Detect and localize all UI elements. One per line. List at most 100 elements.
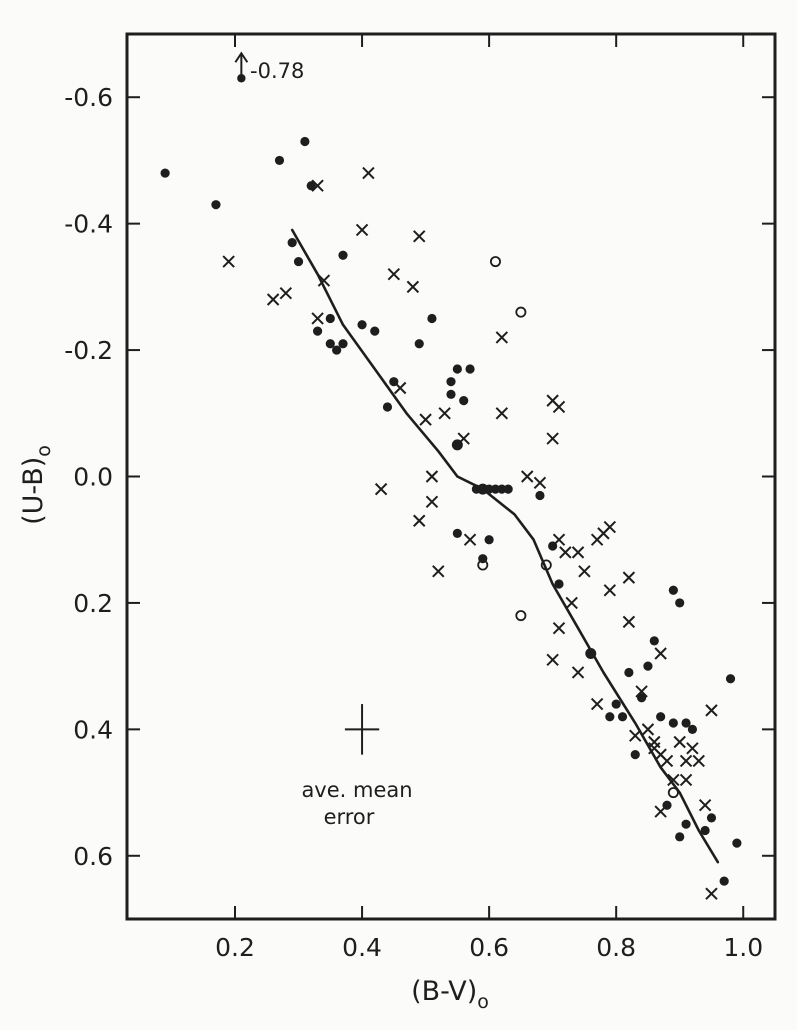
cross-point bbox=[419, 413, 432, 426]
cross-point bbox=[362, 166, 375, 180]
cross-point bbox=[603, 584, 617, 597]
filled-circle-point bbox=[300, 136, 310, 147]
filled-circle-point bbox=[649, 636, 659, 646]
cross-point bbox=[552, 533, 566, 546]
cross-point bbox=[495, 331, 509, 344]
filled-circle-point bbox=[719, 876, 729, 886]
cross-point bbox=[565, 596, 578, 610]
filled-circle-point bbox=[484, 535, 494, 545]
average-error-cross bbox=[344, 704, 380, 755]
cross-point bbox=[679, 754, 693, 768]
cross-point bbox=[705, 704, 718, 717]
y-tick-label: 0.2 bbox=[73, 589, 113, 618]
cross-point bbox=[222, 255, 235, 268]
cross-point bbox=[692, 754, 705, 768]
offscale-label: -0.78 bbox=[250, 59, 304, 83]
filled-circle-point bbox=[732, 838, 742, 848]
filled-circle-point bbox=[643, 661, 653, 671]
filled-circle-point bbox=[503, 484, 513, 494]
filled-circle-point bbox=[312, 326, 323, 336]
data-points bbox=[160, 74, 742, 900]
filled-circle-point bbox=[293, 256, 304, 267]
cross-point bbox=[413, 230, 426, 243]
filled-circle-point bbox=[211, 200, 221, 210]
x-tick-label: 0.8 bbox=[596, 933, 636, 962]
filled-circle-point bbox=[586, 648, 596, 659]
filled-circle-point bbox=[490, 484, 501, 494]
filled-circle-point bbox=[325, 339, 335, 349]
filled-circle-point bbox=[446, 377, 456, 387]
cross-point bbox=[279, 286, 293, 300]
filled-circle-point bbox=[605, 712, 615, 722]
open-circle-point bbox=[515, 306, 527, 318]
cross-point bbox=[622, 615, 636, 629]
cross-point bbox=[622, 571, 636, 584]
cross-point bbox=[679, 773, 693, 787]
mean-relation-curve bbox=[290, 228, 720, 864]
y-tick-label: -0.4 bbox=[64, 210, 113, 239]
cross-point bbox=[559, 546, 572, 559]
cross-point bbox=[578, 565, 591, 578]
offscale-arrow-head bbox=[234, 51, 249, 63]
cross-point bbox=[635, 685, 648, 698]
x-tick-labels: 0.2 0.4 0.6 0.8 1.0 bbox=[215, 933, 763, 962]
filled-circle-point bbox=[459, 396, 469, 406]
filled-circle-point bbox=[624, 667, 634, 678]
cross-point bbox=[533, 476, 547, 490]
cross-point bbox=[457, 432, 470, 445]
error-label-line1: ave. mean bbox=[301, 778, 412, 802]
cross-point bbox=[317, 274, 331, 287]
filled-circle-point bbox=[325, 313, 335, 324]
filled-circle-point bbox=[274, 155, 285, 166]
filled-circle-point bbox=[332, 345, 342, 355]
y-tick-label: 0.6 bbox=[73, 842, 113, 871]
cross-point bbox=[425, 470, 439, 483]
filled-circle-point bbox=[554, 579, 564, 589]
cross-point bbox=[698, 799, 712, 812]
cross-point bbox=[654, 647, 667, 660]
open-circle-point bbox=[477, 483, 489, 495]
plot-frame bbox=[125, 32, 777, 921]
offscale-point bbox=[237, 74, 246, 83]
cross-point bbox=[686, 742, 699, 755]
filled-circle-point bbox=[382, 402, 393, 412]
filled-circle-point bbox=[636, 693, 647, 703]
cross-point bbox=[552, 400, 566, 414]
cross-point bbox=[521, 470, 534, 483]
filled-circle-point bbox=[370, 326, 380, 336]
filled-circle-point bbox=[497, 484, 507, 494]
filled-circle-point bbox=[725, 674, 736, 684]
filled-circle-point bbox=[681, 819, 691, 829]
cross-point bbox=[641, 723, 655, 736]
cross-point bbox=[393, 381, 407, 395]
filled-circle-point bbox=[617, 712, 628, 722]
cross-point bbox=[387, 268, 401, 281]
x-tick-label: 0.2 bbox=[215, 933, 255, 962]
cross-point bbox=[413, 514, 426, 527]
filled-circle-point bbox=[338, 339, 348, 349]
filled-circle-point bbox=[287, 238, 297, 248]
cross-point bbox=[629, 729, 642, 742]
cross-point bbox=[552, 622, 566, 635]
filled-circle-point bbox=[675, 598, 685, 608]
cross-point bbox=[425, 495, 439, 508]
y-axis-title: (U-B)o bbox=[18, 445, 55, 525]
filled-circle-point bbox=[611, 699, 621, 709]
cross-point bbox=[266, 293, 280, 306]
cross-point bbox=[374, 482, 388, 496]
cross-point bbox=[667, 773, 680, 787]
filled-circle-point bbox=[681, 718, 691, 728]
open-circle-point bbox=[585, 648, 597, 660]
cross-point bbox=[571, 666, 585, 679]
filled-circle-point bbox=[414, 339, 424, 349]
cross-point bbox=[355, 223, 369, 237]
cross-point bbox=[648, 742, 661, 755]
y-tick-label: -0.2 bbox=[64, 336, 113, 365]
x-tick-label: 0.6 bbox=[469, 933, 509, 962]
mean-relation-line bbox=[290, 228, 720, 864]
open-circle-point bbox=[540, 559, 552, 571]
filled-circle-point bbox=[452, 364, 462, 374]
filled-circle-point bbox=[446, 389, 456, 399]
